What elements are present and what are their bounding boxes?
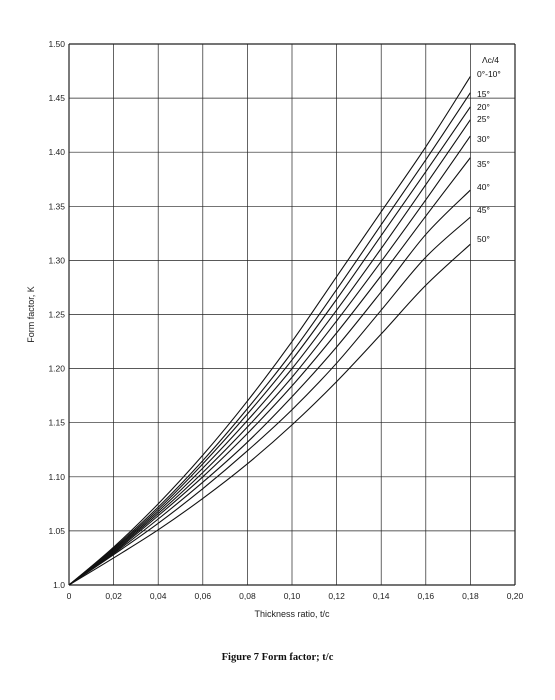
x-tick-label: 0,02 [105, 591, 122, 601]
x-tick-label: 0,06 [195, 591, 212, 601]
x-tick-label: 0,12 [328, 591, 345, 601]
y-tick-labels: 1.0 1.05 1.10 1.15 1.20 1.25 1.30 1.35 1.40 1.45 1… [48, 39, 65, 590]
series-labels: 0°-10° 15° 20° 25° 30° 35° 40° 45° 50° [477, 69, 501, 244]
series-line [68, 106, 471, 586]
x-axis-label: Thickness ratio, t/c [254, 609, 330, 619]
legend-title: Λc/4 [482, 55, 499, 65]
series-label: 15° [477, 89, 490, 99]
series-label: 20° [477, 102, 490, 112]
series-label: 50° [477, 234, 490, 244]
series-label: 25° [477, 114, 490, 124]
figure-caption: Figure 7 Form factor; t/c [221, 652, 334, 663]
y-tick-label: 1.30 [48, 255, 65, 265]
y-tick-label: 1.50 [48, 39, 65, 49]
series-line [68, 76, 471, 586]
series-label: 30° [477, 134, 490, 144]
series-label: 35° [477, 159, 490, 169]
series-line [68, 157, 471, 586]
y-axis-label: Form factor, K [26, 286, 36, 343]
x-tick-label: 0,08 [239, 591, 256, 601]
y-tick-label: 1.20 [48, 364, 65, 374]
series-label: 40° [477, 182, 490, 192]
series-line [68, 243, 471, 586]
x-tick-labels: 0 0,02 0,04 0,06 0,08 0,10 0,12 0,14 0,16 0,18 0,2… [67, 591, 524, 601]
x-tick-label: 0,16 [418, 591, 435, 601]
x-tick-label: 0 [67, 591, 72, 601]
series-label: 45° [477, 205, 490, 215]
y-tick-label: 1.40 [48, 147, 65, 157]
y-tick-label: 1.05 [48, 526, 65, 536]
series-curves [68, 76, 471, 586]
series-line [68, 216, 471, 586]
x-tick-label: 0,14 [373, 591, 390, 601]
y-tick-label: 1.0 [53, 580, 65, 590]
series-line [68, 92, 471, 586]
series-line [68, 189, 471, 586]
series-line [68, 135, 471, 586]
grid [68, 43, 516, 586]
y-tick-label: 1.10 [48, 472, 65, 482]
y-tick-label: 1.35 [48, 201, 65, 211]
series-line [68, 119, 471, 586]
x-tick-label: 0,04 [150, 591, 167, 601]
y-tick-label: 1.15 [48, 418, 65, 428]
x-tick-label: 0,10 [284, 591, 301, 601]
x-tick-label: 0,20 [507, 591, 524, 601]
x-tick-label: 0,18 [462, 591, 479, 601]
y-tick-label: 1.25 [48, 310, 65, 320]
series-label: 0°-10° [477, 69, 501, 79]
y-tick-label: 1.45 [48, 93, 65, 103]
